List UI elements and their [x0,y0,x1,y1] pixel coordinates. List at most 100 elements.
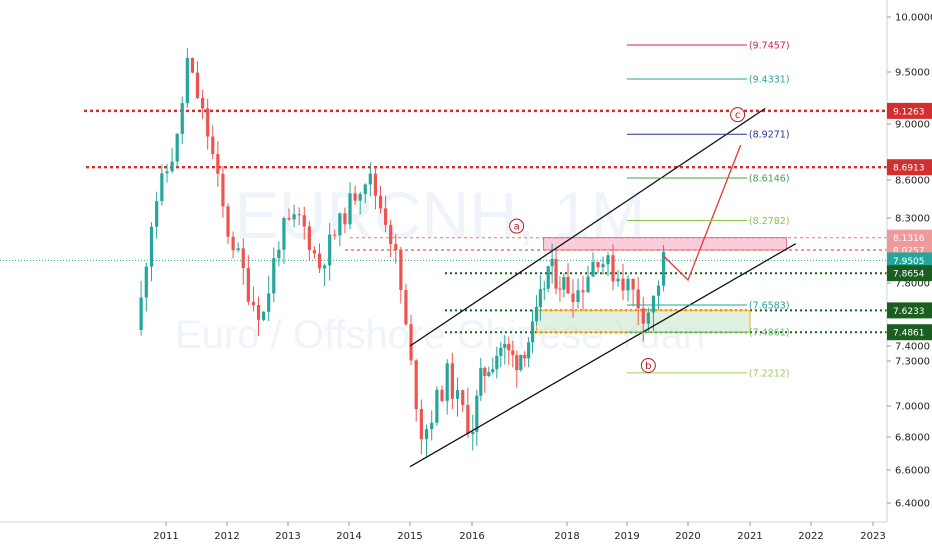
candle-body-37 [328,234,332,266]
candle-body-85 [550,258,554,267]
price-badge-2 [887,229,932,246]
candle-body-36 [323,265,327,269]
candle-body-18 [231,236,235,251]
candle-body-20 [241,248,245,269]
wave-label-b: b [645,361,651,372]
candle-body-51 [399,249,403,290]
candle-body-52 [404,289,408,325]
candle-body-66 [475,395,479,432]
candle-body-88 [562,276,566,290]
candle-body-34 [312,250,317,254]
candle-body-12 [201,97,205,109]
candle-body-10 [190,57,195,73]
candle-body-26 [272,258,276,294]
candle-body-6 [170,161,174,172]
candle-body-11 [195,72,200,98]
price-tick-label-2: 9.0000 [895,120,930,131]
price-badge-label-4: 7.9505 [893,257,925,267]
price-badge-1 [887,159,932,176]
fib-label-4: (8.2782) [749,216,790,227]
candle-body-93 [586,276,590,293]
candle-body-100 [621,278,625,291]
price-badge-7 [887,324,932,341]
time-tick-label-1: 2012 [214,531,239,542]
candle-body-87 [558,288,562,290]
candle-body-89 [566,276,570,294]
time-tick-label-7: 2019 [614,531,639,542]
candle-body-27 [277,249,281,259]
candle-body-65 [471,431,475,435]
candle-body-4 [160,173,164,202]
candle-body-9 [185,57,189,104]
price-badge-label-5: 7.8654 [893,270,925,280]
price-tick-label-12: 6.6000 [895,466,930,477]
candle-body-96 [601,264,605,268]
candle-body-14 [211,136,215,155]
candle-body-16 [221,173,225,207]
price-badge-label-3: 8.0257 [893,247,925,257]
fib-label-1: (9.4331) [749,74,790,85]
candle-body-90 [571,293,575,302]
candle-body-19 [236,248,240,251]
fib-label-2: (8.9271) [749,130,790,141]
candle-body-49 [389,224,393,245]
candle-body-55 [419,409,423,440]
price-badge-0 [887,102,932,119]
candle-body-21 [246,268,250,302]
candle-body-107 [656,285,661,296]
fib-label-7: (7.2212) [749,368,790,379]
candle-body-98 [611,255,615,282]
price-tick-label-9: 7.3000 [895,357,930,368]
candle-body-48 [384,208,388,225]
wave-circle-a [509,218,525,234]
candle-body-72 [499,347,503,356]
candle-body-80 [530,321,535,343]
candle-body-69 [487,372,491,376]
candle-body-53 [409,324,413,361]
candle-body-47 [378,195,383,209]
time-tick-label-2: 2013 [275,531,300,542]
candle-body-43 [358,194,362,201]
candle-body-28 [282,218,286,250]
wave-label-a: a [514,222,520,233]
candle-body-50 [394,244,398,250]
time-tick-label-0: 2011 [153,531,178,542]
candle-body-17 [226,206,230,237]
wave-circle-b [640,358,656,373]
candle-body-77 [519,354,523,371]
candle-body-13 [206,108,210,137]
candle-body-46 [373,173,378,196]
candle-body-3 [155,201,159,227]
time-axis-background [0,522,887,550]
candle-body-92 [581,290,585,293]
candle-body-76 [515,355,519,371]
candle-body-104 [641,308,645,324]
candle-body-74 [507,344,511,351]
price-badge-4 [887,252,932,269]
price-tick-label-10: 7.0000 [895,402,930,413]
price-tick-label-3: 8.6000 [895,176,930,187]
candle-body-82 [538,289,542,307]
candle-body-38 [333,234,337,236]
candle-body-91 [576,290,580,302]
candle-body-29 [287,218,291,220]
candle-body-5 [165,171,169,174]
candle-body-39 [338,213,342,236]
candle-body-63 [461,390,465,406]
time-tick-label-3: 2014 [336,531,361,542]
fib-label-6: (7.4861) [749,328,790,339]
candle-body-70 [491,369,495,373]
projection-path [663,144,742,282]
candle-body-24 [262,311,266,320]
candle-body-0 [139,297,143,330]
candle-body-23 [256,305,261,320]
price-tick-label-13: 6.4000 [895,499,930,510]
wave-circle-c [730,107,746,123]
price-badge-label-6: 7.6233 [893,307,925,317]
price-tick-label-1: 9.5000 [895,68,930,79]
candle-body-108 [662,251,666,286]
candle-body-31 [297,214,301,216]
candle-body-15 [216,154,220,174]
